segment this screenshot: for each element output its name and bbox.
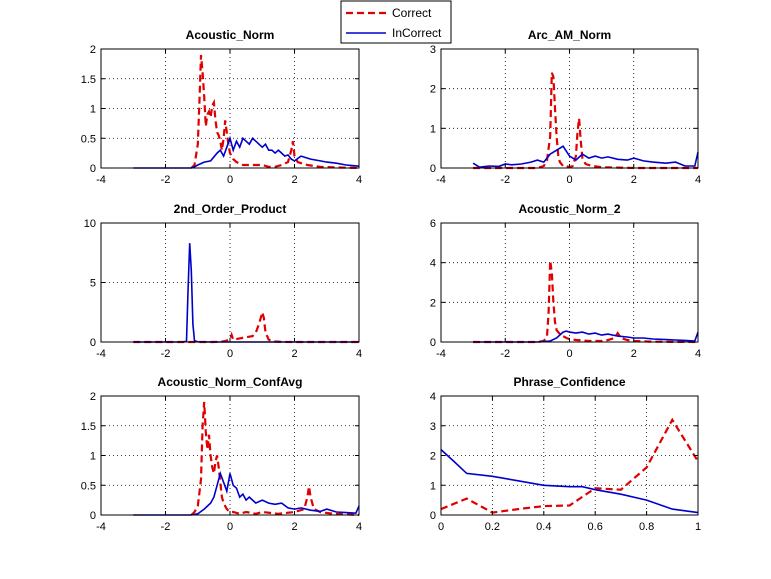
subplot-title: Arc_AM_Norm xyxy=(528,28,611,42)
y-tick-label: 0 xyxy=(430,510,436,522)
x-tick-label: -2 xyxy=(161,174,171,186)
series-line-incorrect xyxy=(440,449,699,514)
subplot-title: 2nd_Order_Product xyxy=(174,202,287,216)
subplot-acoustic-norm: -4 -2 0 2 4 0 0.5 1 1.5 2 Acoustic_Norm xyxy=(81,28,362,186)
x-tick-label: -2 xyxy=(500,174,510,186)
y-tick-label: 1 xyxy=(430,480,436,492)
x-tick-label: 2 xyxy=(291,174,297,186)
series-line-correct xyxy=(440,417,699,514)
x-tick-label: 0 xyxy=(227,348,233,360)
y-tick-label: 0 xyxy=(430,163,436,175)
legend: Correct InCorrect xyxy=(340,0,452,44)
y-tick-label: 2 xyxy=(90,391,96,403)
series-line-incorrect xyxy=(133,470,360,516)
y-tick-label: 4 xyxy=(430,391,436,403)
x-tick-label: -4 xyxy=(96,348,106,360)
y-tick-label: 0 xyxy=(430,337,436,349)
y-tick-label: 2 xyxy=(430,297,436,309)
y-tick-label: 0.5 xyxy=(81,480,96,492)
x-tick-label: -2 xyxy=(161,348,171,360)
y-tick-label: 1 xyxy=(90,104,96,116)
x-tick-label: 0 xyxy=(227,521,233,533)
y-tick-label: 1.5 xyxy=(81,74,96,86)
x-tick-label: 0 xyxy=(566,174,572,186)
y-tick-label: 1 xyxy=(430,123,436,135)
subplots: -4 -2 0 2 4 0 0.5 1 1.5 2 Acoustic_Norm -4 -2 0 2 4 0 1 2 3… xyxy=(81,28,701,533)
series-line-correct xyxy=(473,260,699,344)
y-tick-label: 0 xyxy=(90,337,96,349)
x-tick-label: 2 xyxy=(631,174,637,186)
series-line-correct xyxy=(190,401,360,517)
subplot-title: Acoustic_Norm_ConfAvg xyxy=(158,375,303,389)
x-tick-label: 2 xyxy=(291,521,297,533)
y-tick-label: 3 xyxy=(430,421,436,433)
subplot-phrase-confidence: 0 0.2 0.4 0.6 0.8 1 0 1 2 3 4 Phrase_Confidence xyxy=(430,375,701,533)
x-tick-label: 4 xyxy=(695,174,701,186)
plot-area xyxy=(440,222,699,343)
y-tick-label: 0.5 xyxy=(81,133,96,145)
subplot-acoustic-norm-confavg: -4 -2 0 2 4 0 0.5 1 1.5 2 Acoustic_Norm_ConfAvg xyxy=(81,375,362,533)
y-tick-label: 5 xyxy=(90,278,96,290)
y-tick-label: 0 xyxy=(90,163,96,175)
y-tick-label: 3 xyxy=(430,44,436,56)
subplot-acoustic-norm-2: -4 -2 0 2 4 0 2 4 6 Acoustic_Norm_2 xyxy=(430,202,701,360)
y-tick-label: 2 xyxy=(430,451,436,463)
x-tick-label: 4 xyxy=(356,174,362,186)
y-tick-label: 2 xyxy=(90,44,96,56)
x-tick-label: 0 xyxy=(566,348,572,360)
x-tick-label: 2 xyxy=(291,348,297,360)
x-tick-label: -4 xyxy=(436,348,446,360)
x-tick-label: 1 xyxy=(695,521,701,533)
legend-label-incorrect: InCorrect xyxy=(392,26,442,40)
x-tick-label: 4 xyxy=(356,348,362,360)
x-tick-label: 0.4 xyxy=(536,521,551,533)
subplot-arc-am-norm: -4 -2 0 2 4 0 1 2 3 Arc_AM_Norm xyxy=(430,28,701,186)
series-line-incorrect xyxy=(473,330,699,343)
x-tick-label: 0 xyxy=(438,521,444,533)
x-tick-label: 0.2 xyxy=(485,521,500,533)
y-tick-label: 10 xyxy=(84,218,96,230)
x-tick-label: -4 xyxy=(436,174,446,186)
plot-area xyxy=(440,48,699,169)
x-tick-label: -2 xyxy=(500,348,510,360)
series-line-incorrect xyxy=(133,135,360,169)
x-tick-label: 0 xyxy=(227,174,233,186)
x-tick-label: 0.8 xyxy=(639,521,654,533)
series-line-correct xyxy=(473,72,698,170)
y-tick-label: 2 xyxy=(430,84,436,96)
x-tick-label: 0.6 xyxy=(588,521,603,533)
subplot-title: Acoustic_Norm_2 xyxy=(518,202,620,216)
y-tick-label: 6 xyxy=(430,218,436,230)
series-line-incorrect xyxy=(472,145,699,169)
subplot-2nd-order-product: -4 -2 0 2 4 0 5 10 2nd_Order_Product xyxy=(84,202,362,360)
y-tick-label: 1.5 xyxy=(81,421,96,433)
legend-label-correct: Correct xyxy=(392,6,432,20)
x-tick-label: -4 xyxy=(96,521,106,533)
y-tick-label: 1 xyxy=(90,451,96,463)
x-tick-label: -4 xyxy=(96,174,106,186)
x-tick-label: -2 xyxy=(161,521,171,533)
x-tick-label: 2 xyxy=(631,348,637,360)
legend-box xyxy=(340,0,452,44)
y-tick-label: 0 xyxy=(90,510,96,522)
x-tick-label: 4 xyxy=(695,348,701,360)
x-tick-label: 4 xyxy=(356,521,362,533)
subplot-title: Phrase_Confidence xyxy=(513,375,625,389)
y-tick-label: 4 xyxy=(430,258,436,270)
subplot-title: Acoustic_Norm xyxy=(186,28,275,42)
series-line-correct xyxy=(133,308,359,344)
series-line-correct xyxy=(190,54,360,170)
